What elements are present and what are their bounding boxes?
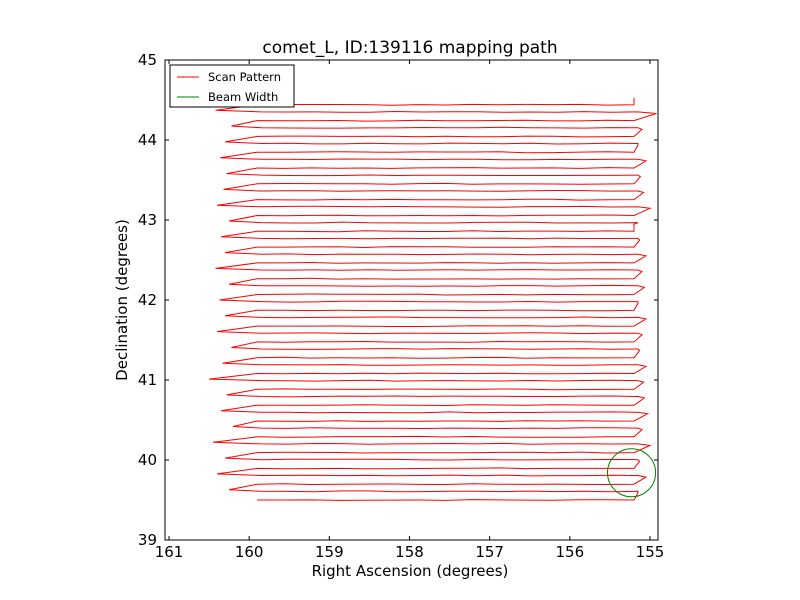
x-tick-label: 157 bbox=[475, 543, 504, 561]
x-axis: 161 160 159 158 157 156 155 bbox=[155, 60, 665, 561]
x-tick-label: 160 bbox=[235, 543, 264, 561]
y-tick-label: 40 bbox=[138, 451, 157, 469]
x-axis-label: Right Ascension (degrees) bbox=[312, 562, 509, 580]
x-tick-label: 159 bbox=[315, 543, 344, 561]
legend-label-beam-width: Beam Width bbox=[208, 90, 278, 104]
y-axis-label: Declination (degrees) bbox=[113, 219, 131, 381]
beam-width-group bbox=[606, 448, 657, 498]
legend-label-scan-pattern: Scan Pattern bbox=[208, 70, 281, 84]
legend: Scan Pattern Beam Width bbox=[169, 64, 295, 108]
legend-box bbox=[169, 64, 295, 108]
scan-path bbox=[209, 97, 657, 501]
y-tick-label: 44 bbox=[138, 131, 157, 149]
y-tick-label: 42 bbox=[138, 291, 157, 309]
x-tick-label: 161 bbox=[155, 543, 184, 561]
scan-pattern-line bbox=[209, 97, 657, 501]
y-tick-label: 43 bbox=[138, 211, 157, 229]
y-axis: 39 40 41 42 43 44 45 bbox=[138, 51, 658, 549]
beam-width-circle bbox=[606, 448, 657, 498]
x-tick-label: 158 bbox=[395, 543, 424, 561]
y-tick-label: 39 bbox=[138, 531, 157, 549]
y-tick-label: 45 bbox=[138, 51, 157, 69]
y-tick-label: 41 bbox=[138, 371, 157, 389]
x-tick-label: 155 bbox=[636, 543, 665, 561]
chart-title: comet_L, ID:139116 mapping path bbox=[262, 38, 557, 58]
x-tick-label: 156 bbox=[556, 543, 585, 561]
